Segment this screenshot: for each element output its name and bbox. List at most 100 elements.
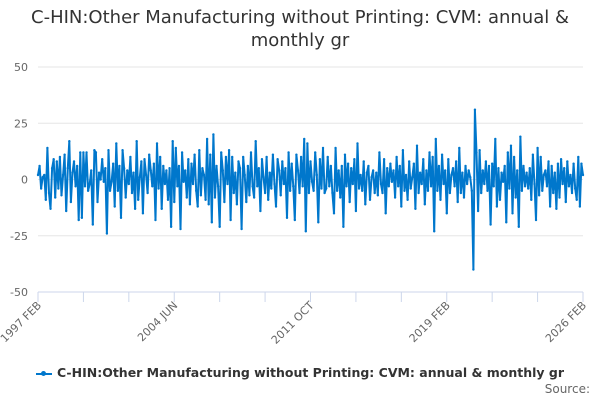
data-point bbox=[425, 169, 428, 172]
data-point bbox=[249, 151, 253, 154]
data-point bbox=[303, 137, 306, 141]
data-point bbox=[370, 176, 373, 179]
data-point bbox=[403, 189, 406, 192]
x-tick-label: 2004 JUN bbox=[135, 299, 180, 344]
data-point bbox=[210, 221, 214, 224]
data-point bbox=[71, 171, 74, 174]
data-point bbox=[567, 185, 571, 188]
data-point bbox=[422, 158, 425, 161]
data-point bbox=[245, 200, 248, 204]
data-point bbox=[578, 205, 582, 208]
data-point bbox=[498, 198, 502, 201]
data-point bbox=[143, 158, 146, 161]
data-point bbox=[450, 173, 453, 177]
data-point bbox=[135, 140, 138, 143]
data-point bbox=[453, 185, 456, 188]
data-point bbox=[365, 171, 369, 174]
data-point bbox=[522, 164, 525, 168]
data-point bbox=[400, 205, 403, 208]
data-point bbox=[575, 198, 578, 201]
data-point bbox=[470, 189, 474, 192]
data-point bbox=[52, 158, 55, 161]
data-point bbox=[267, 198, 270, 201]
data-point bbox=[132, 171, 135, 174]
data-point bbox=[484, 160, 488, 163]
data-point bbox=[129, 155, 132, 159]
data-point bbox=[486, 189, 489, 192]
data-point bbox=[357, 187, 361, 190]
data-point bbox=[57, 187, 60, 190]
data-point bbox=[451, 167, 455, 170]
data-point bbox=[483, 182, 486, 186]
data-point bbox=[263, 191, 267, 195]
data-point bbox=[68, 140, 71, 143]
data-point bbox=[46, 146, 49, 150]
data-point bbox=[503, 164, 506, 168]
data-point bbox=[531, 153, 535, 156]
data-point bbox=[415, 144, 419, 147]
data-point bbox=[149, 169, 152, 172]
data-point bbox=[80, 216, 84, 219]
data-point bbox=[392, 169, 395, 172]
data-point bbox=[207, 203, 210, 206]
data-point bbox=[229, 218, 232, 222]
data-point bbox=[93, 149, 96, 152]
data-point bbox=[489, 223, 492, 226]
data-point bbox=[41, 176, 44, 179]
data-point bbox=[74, 185, 77, 188]
data-point bbox=[409, 187, 412, 190]
data-point bbox=[572, 162, 575, 165]
data-point bbox=[508, 187, 511, 190]
data-point bbox=[569, 173, 572, 177]
data-point bbox=[168, 167, 171, 170]
data-point bbox=[351, 182, 354, 186]
data-point bbox=[373, 191, 376, 195]
data-point bbox=[166, 198, 170, 201]
legend-item[interactable]: C-HIN:Other Manufacturing without Printi… bbox=[0, 365, 600, 380]
data-point bbox=[298, 191, 301, 195]
data-point bbox=[205, 137, 209, 141]
data-point bbox=[517, 225, 520, 228]
data-point bbox=[154, 218, 157, 222]
data-point bbox=[317, 221, 320, 224]
data-point bbox=[61, 173, 65, 177]
data-point bbox=[381, 191, 384, 195]
data-point bbox=[113, 205, 116, 208]
data-point bbox=[180, 151, 184, 154]
data-point bbox=[556, 162, 560, 165]
data-point bbox=[281, 160, 284, 163]
data-point bbox=[256, 185, 259, 188]
legend-label: C-HIN:Other Manufacturing without Printi… bbox=[56, 365, 565, 380]
data-point bbox=[55, 160, 58, 163]
data-point bbox=[309, 160, 312, 163]
data-point bbox=[473, 108, 477, 111]
data-point bbox=[318, 158, 322, 161]
data-point bbox=[304, 230, 308, 233]
data-point bbox=[545, 185, 549, 188]
data-point bbox=[126, 169, 129, 172]
data-point bbox=[481, 169, 484, 172]
data-point bbox=[188, 203, 192, 206]
data-point bbox=[541, 189, 544, 192]
data-point bbox=[116, 189, 120, 192]
x-tick-label: 2011 OCT bbox=[269, 299, 317, 347]
data-point bbox=[147, 153, 151, 156]
data-point bbox=[414, 207, 417, 210]
data-point bbox=[544, 169, 547, 172]
y-tick-label: 50 bbox=[14, 61, 28, 74]
data-point bbox=[216, 185, 220, 188]
data-point bbox=[526, 187, 530, 190]
data-point bbox=[307, 191, 311, 195]
data-point bbox=[439, 198, 442, 201]
data-point bbox=[174, 146, 178, 150]
data-point bbox=[64, 209, 68, 213]
data-point bbox=[36, 173, 40, 177]
data-point bbox=[431, 155, 434, 159]
data-point bbox=[288, 189, 292, 192]
data-point bbox=[285, 216, 289, 219]
data-point bbox=[384, 212, 387, 215]
data-point bbox=[176, 185, 179, 188]
data-point bbox=[547, 160, 550, 163]
data-point bbox=[342, 225, 345, 228]
